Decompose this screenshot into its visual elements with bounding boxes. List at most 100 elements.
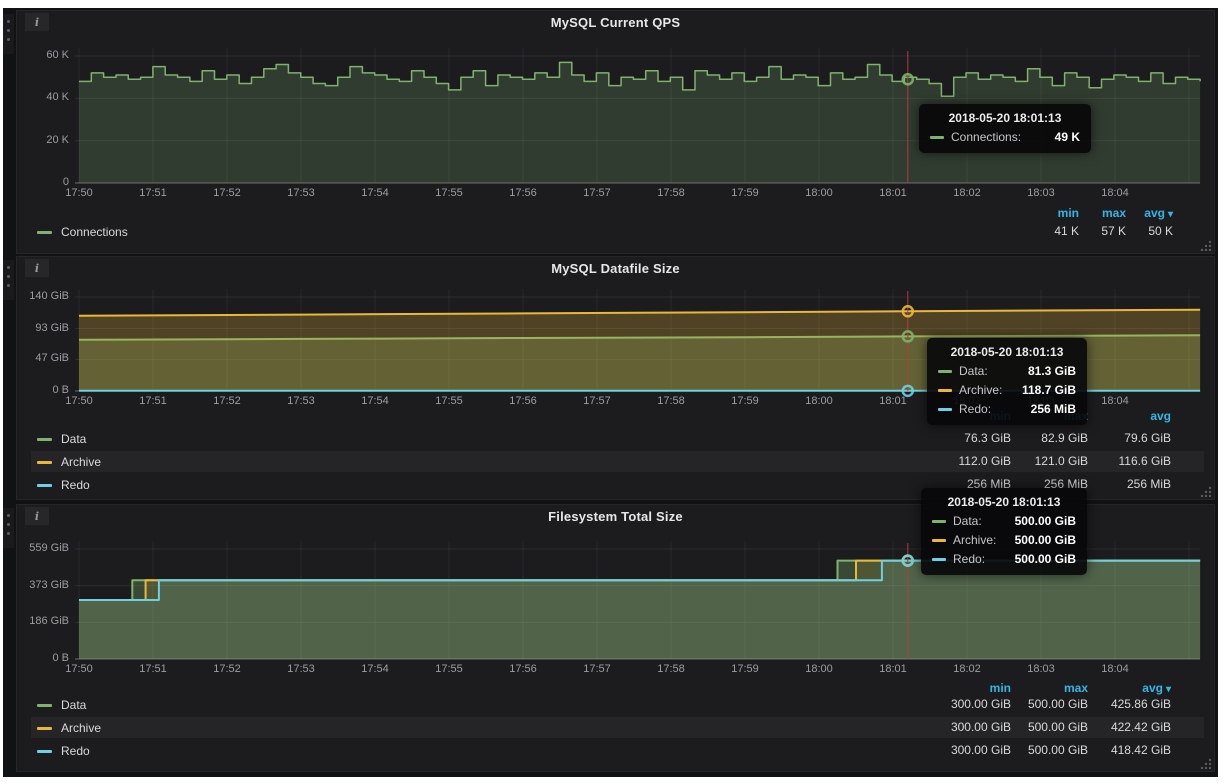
series-name: Data [61, 432, 87, 446]
info-icon: i [34, 509, 40, 523]
panel-drag-handle[interactable] [3, 14, 14, 54]
tooltip-series-value: 500.00 GiB [1014, 533, 1076, 547]
legend-header-max[interactable]: max [1101, 206, 1126, 220]
legend-value-avg: 116.6 GiB [1118, 454, 1171, 468]
legend-header-min[interactable]: min [989, 681, 1011, 695]
series-color-dash [37, 726, 52, 730]
x-tick-label: 18:02 [953, 187, 981, 199]
legend-value-min: 300.00 GiB [950, 743, 1011, 757]
y-tick-label: 0 [62, 176, 69, 188]
series-color-dash [930, 135, 944, 139]
x-tick-label: 17:57 [583, 187, 611, 199]
info-icon: i [34, 261, 40, 275]
y-tick-label: 60 K [46, 49, 69, 61]
tooltip-timestamp: 2018-05-20 18:01:13 [947, 495, 1061, 509]
x-tick-label: 17:56 [509, 663, 537, 675]
legend-value-max: 500.00 GiB [1027, 743, 1088, 757]
legend-series-data[interactable]: Data [37, 697, 86, 713]
legend-value-avg: 418.42 GiB [1110, 743, 1171, 757]
chart-canvas[interactable] [17, 505, 1214, 771]
y-tick-label: 0 B [52, 384, 69, 396]
x-tick-label: 17:54 [361, 187, 389, 199]
panel-menu-corner[interactable]: i [25, 507, 49, 525]
x-tick-label: 18:04 [1101, 187, 1129, 199]
legend-header-max[interactable]: max [1063, 681, 1088, 695]
series-color-dash [37, 703, 52, 707]
x-tick-label: 17:58 [657, 187, 685, 199]
tooltip-series-label: Data: [959, 364, 988, 378]
x-tick-label: 17:55 [435, 663, 463, 675]
legend-series-archive[interactable]: Archive [37, 720, 101, 736]
legend-header-avg[interactable]: avg ▾ [1142, 681, 1171, 695]
x-tick-label: 17:58 [657, 663, 685, 675]
x-tick-label: 17:59 [731, 395, 759, 407]
legend-value-avg: 50 K [1148, 224, 1173, 238]
legend-series-redo[interactable]: Redo [37, 477, 90, 493]
x-tick-label: 17:51 [139, 187, 167, 199]
chart-canvas[interactable] [17, 11, 1214, 253]
tooltip-timestamp: 2018-05-20 18:01:13 [950, 345, 1064, 359]
legend-series-archive[interactable]: Archive [37, 454, 101, 470]
x-tick-label: 18:04 [1101, 663, 1129, 675]
tooltip-row: Archive: 500.00 GiB [932, 533, 1076, 547]
x-tick-label: 18:02 [953, 663, 981, 675]
x-tick-label: 17:52 [213, 395, 241, 407]
panel-menu-corner[interactable]: i [25, 13, 49, 31]
legend-value-min: 256 MiB [966, 477, 1011, 491]
series-name: Data [61, 698, 87, 712]
legend-series-connections[interactable]: Connections [37, 224, 128, 240]
x-tick-label: 18:01 [879, 187, 907, 199]
series-color-dash [37, 230, 52, 234]
tooltip-series-value: 118.7 GiB [1021, 383, 1076, 397]
panel-title[interactable]: Filesystem Total Size [548, 509, 683, 524]
series-name: Redo [61, 478, 90, 492]
panel-resize-handle[interactable] [1200, 757, 1212, 769]
panel-title[interactable]: MySQL Datafile Size [551, 261, 680, 276]
sort-caret-icon: ▾ [1165, 684, 1171, 695]
legend-header-min[interactable]: min [1057, 206, 1079, 220]
legend-row-highlight [31, 451, 1204, 472]
legend-value-min: 112.0 GiB [958, 454, 1011, 468]
x-tick-label: 17:57 [583, 663, 611, 675]
tooltip-series-value: 81.3 GiB [1027, 364, 1076, 378]
y-tick-label: 0 B [52, 652, 69, 664]
chart-canvas[interactable] [17, 257, 1214, 499]
panel-drag-handle[interactable] [3, 260, 14, 300]
series-color-dash [938, 369, 952, 373]
x-tick-label: 17:53 [287, 395, 315, 407]
x-tick-label: 17:52 [213, 187, 241, 199]
series-name: Archive [61, 455, 102, 469]
legend-series-data[interactable]: Data [37, 431, 86, 447]
series-name: Archive [61, 721, 102, 735]
legend-value-max: 256 MiB [1043, 477, 1088, 491]
x-tick-label: 17:59 [731, 187, 759, 199]
series-color-dash [932, 538, 946, 542]
x-tick-label: 18:01 [879, 395, 907, 407]
x-tick-label: 17:50 [65, 663, 93, 675]
panel-drag-handle[interactable] [3, 508, 14, 548]
panel-title[interactable]: MySQL Current QPS [550, 15, 681, 30]
tooltip-row: Redo: 256 MiB [938, 402, 1076, 416]
y-tick-label: 20 K [46, 133, 69, 146]
tooltip-series-label: Redo: [953, 552, 986, 566]
legend-header-avg[interactable]: avg ▾ [1144, 206, 1173, 220]
panel-menu-corner[interactable]: i [25, 259, 49, 277]
legend-value-avg: 425.86 GiB [1110, 697, 1171, 711]
series-name: Redo [61, 744, 90, 758]
legend-value-min: 300.00 GiB [950, 697, 1011, 711]
x-tick-label: 17:59 [731, 663, 759, 675]
legend-value-min: 300.00 GiB [950, 720, 1011, 734]
legend-value-avg: 422.42 GiB [1110, 720, 1171, 734]
legend-value-max: 500.00 GiB [1027, 720, 1088, 734]
series-color-dash [37, 437, 52, 441]
panel-resize-handle[interactable] [1200, 485, 1212, 497]
tooltip-row: Data: 500.00 GiB [932, 514, 1076, 528]
y-tick-label: 140 GiB [29, 290, 69, 302]
legend-series-redo[interactable]: Redo [37, 743, 90, 759]
legend-header-avg[interactable]: avg [1150, 409, 1171, 423]
tooltip-series-label: Data: [953, 514, 982, 528]
tooltip-row: Data: 81.3 GiB [938, 364, 1076, 378]
panel-resize-handle[interactable] [1200, 239, 1212, 251]
x-tick-label: 17:54 [361, 395, 389, 407]
legend-value-max: 57 K [1101, 224, 1126, 238]
